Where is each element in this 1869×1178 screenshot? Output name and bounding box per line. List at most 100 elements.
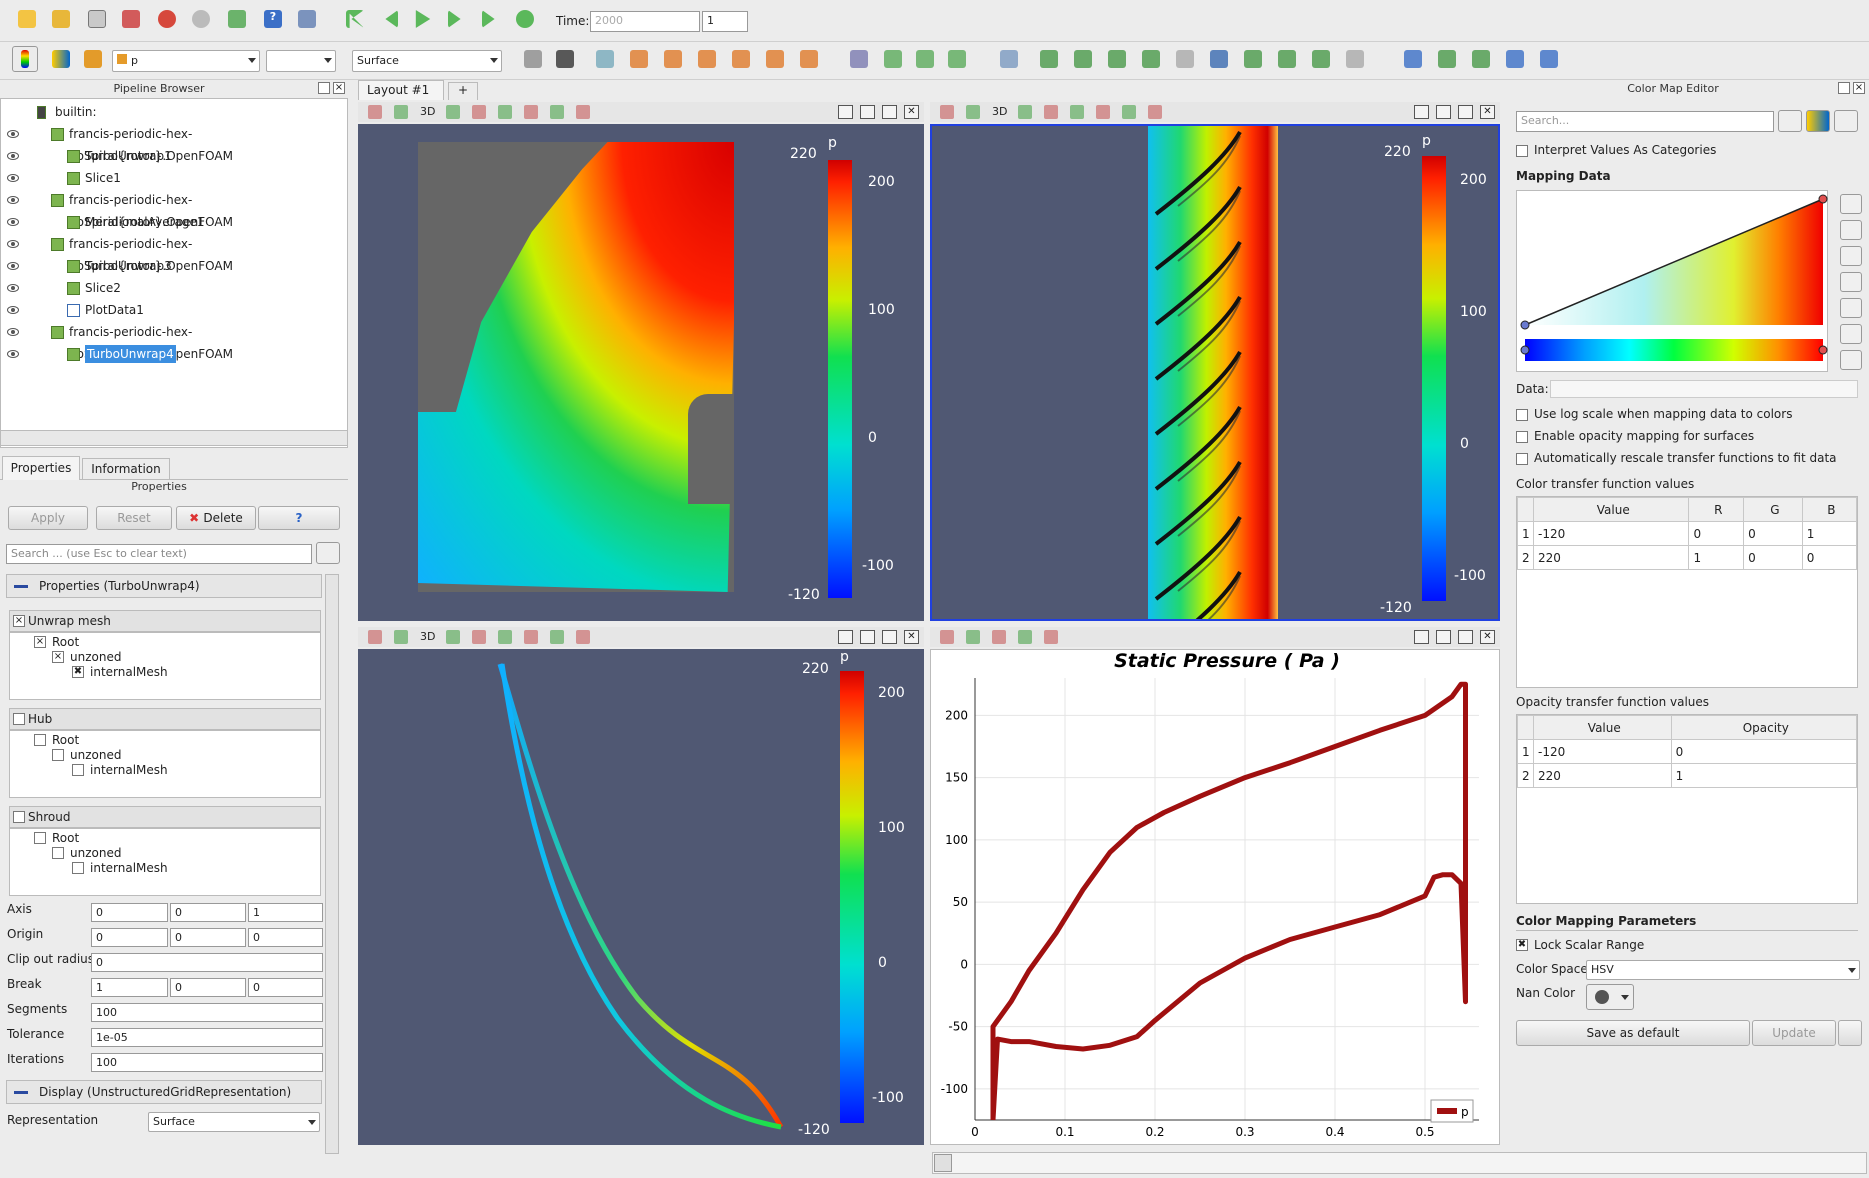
table-row[interactable]: 1 -120 0 (1517, 739, 1858, 764)
cme-save-icon[interactable] (1834, 110, 1858, 132)
render-view-slice[interactable]: 220 p 200 100 0 -100 -120 (358, 649, 924, 1145)
view-tool-icon[interactable] (446, 105, 460, 119)
toolbar-tool-icon[interactable] (592, 46, 618, 72)
visibility-eye-icon[interactable] (7, 328, 19, 336)
properties-search-input[interactable]: Search ... (use Esc to clear text) (6, 544, 312, 564)
ctf-table[interactable]: Value R G B 1 -120 0 0 1 2 220 1 0 0 (1517, 497, 1858, 570)
view-tool-icon[interactable] (524, 630, 538, 644)
toolbar-tool-icon[interactable] (1308, 46, 1334, 72)
view-tool-icon[interactable] (472, 630, 486, 644)
pipeline-item[interactable]: francis-periodic-hex-noSpiral{rotor}.Ope… (1, 233, 347, 273)
play-icon[interactable] (410, 6, 436, 32)
split-vertical-icon[interactable] (860, 105, 875, 119)
cme-preset-icon[interactable] (1806, 110, 1830, 132)
view-tool-icon[interactable] (1018, 630, 1032, 644)
edit-colormap-icon[interactable] (48, 46, 74, 72)
view-tool-icon[interactable] (1070, 105, 1084, 119)
pick-center-icon[interactable] (294, 6, 320, 32)
representation-dropdown[interactable]: Surface (148, 1112, 320, 1132)
toolbar-tool-icon[interactable] (1070, 46, 1096, 72)
view-tool-icon[interactable] (394, 630, 408, 644)
last-frame-icon[interactable] (478, 6, 504, 32)
toolbar-tool-icon[interactable] (912, 46, 938, 72)
pipeline-item[interactable]: MeridionalAverage1 (1, 211, 347, 233)
apply-button[interactable]: Apply (8, 506, 88, 530)
hub-checkbox[interactable] (13, 713, 25, 725)
opacity-mapping-checkbox[interactable] (1516, 431, 1528, 443)
close-view-icon[interactable]: ✕ (1480, 105, 1495, 119)
toolbar-tool-icon[interactable] (996, 46, 1022, 72)
toolbar-tool-icon[interactable] (1468, 46, 1494, 72)
toolbar-tool-icon[interactable] (1206, 46, 1232, 72)
view-tool-icon[interactable] (940, 630, 954, 644)
view-tool-icon[interactable] (368, 630, 382, 644)
interpret-categories-checkbox[interactable] (1516, 145, 1528, 157)
view-tool-icon[interactable] (524, 105, 538, 119)
table-row[interactable]: 2 220 1 0 0 (1517, 545, 1858, 570)
auto-update-icon[interactable] (1838, 1020, 1862, 1046)
update-button[interactable]: Update (1752, 1020, 1836, 1046)
view-tool-icon[interactable] (550, 630, 564, 644)
origin-y-field[interactable]: 0 (170, 928, 246, 947)
toolbar-tool-icon[interactable] (944, 46, 970, 72)
display-section-header[interactable]: Display (UnstructuredGridRepresentation) (6, 1080, 322, 1104)
visibility-eye-icon[interactable] (7, 174, 19, 182)
toolbar-tool-icon[interactable] (1240, 46, 1266, 72)
maximize-icon[interactable] (1458, 630, 1473, 644)
save-state-icon[interactable] (84, 6, 110, 32)
new-layout-button[interactable]: + (448, 82, 478, 100)
view-tool-icon[interactable] (1044, 630, 1058, 644)
view-tool-icon[interactable] (368, 105, 382, 119)
component-select[interactable] (266, 50, 336, 72)
hub-unzoned-checkbox[interactable] (52, 749, 64, 761)
pipeline-item[interactable]: TurboUnwrap1 (1, 145, 347, 167)
visibility-eye-icon[interactable] (7, 262, 19, 270)
segments-field[interactable]: 100 (91, 1003, 323, 1022)
view-tool-icon[interactable] (394, 105, 408, 119)
properties-scrollbar[interactable] (325, 574, 339, 1154)
toolbar-tool-icon[interactable] (694, 46, 720, 72)
first-frame-icon[interactable] (342, 6, 368, 32)
nan-color-button[interactable] (1586, 984, 1634, 1010)
shroud-root-checkbox[interactable] (34, 832, 46, 844)
rescale-data-icon[interactable] (1840, 298, 1862, 318)
toolbar-tool-icon[interactable] (1536, 46, 1562, 72)
break-y-field[interactable]: 0 (170, 978, 246, 997)
hub-root-checkbox[interactable] (34, 734, 46, 746)
color-legend-icon[interactable] (12, 46, 38, 72)
help-icon[interactable]: ? (260, 6, 286, 32)
rescale-range-icon[interactable] (80, 46, 106, 72)
split-horizontal-icon[interactable] (1414, 630, 1429, 644)
clip-radius-field[interactable]: 0 (91, 953, 323, 972)
break-x-field[interactable]: 1 (91, 978, 168, 997)
maximize-icon[interactable] (882, 630, 897, 644)
origin-x-field[interactable]: 0 (91, 928, 168, 947)
shroud-header[interactable]: Shroud (9, 806, 321, 828)
axis-z-field[interactable]: 1 (248, 903, 323, 922)
close-view-icon[interactable]: ✕ (904, 630, 919, 644)
toolbar-tool-icon[interactable] (796, 46, 822, 72)
view-tool-icon[interactable] (940, 105, 954, 119)
toolbar-tool-icon[interactable] (1342, 46, 1368, 72)
view-tool-icon[interactable] (1018, 105, 1032, 119)
auto-rescale-checkbox[interactable] (1516, 453, 1528, 465)
close-view-icon[interactable]: ✕ (1480, 630, 1495, 644)
visibility-eye-icon[interactable] (7, 284, 19, 292)
settings-icon[interactable] (1840, 350, 1862, 370)
pipeline-item[interactable]: TurboUnwrap3 (1, 255, 347, 277)
time-index-spinbox[interactable]: 1 (702, 11, 748, 32)
tab-properties[interactable]: Properties (2, 456, 80, 480)
delete-button[interactable]: ✖ Delete (176, 506, 256, 530)
view-tool-icon[interactable] (498, 105, 512, 119)
toolbar-tool-icon[interactable] (880, 46, 906, 72)
pipeline-item[interactable]: Slice1 (1, 167, 347, 189)
unwrap-mesh-header[interactable]: Unwrap mesh (9, 610, 321, 632)
view-tool-icon[interactable] (1044, 105, 1058, 119)
edit-advanced-icon[interactable] (1840, 324, 1862, 344)
tolerance-field[interactable]: 1e-05 (91, 1028, 323, 1047)
toggle-3d-button[interactable]: 3D (420, 105, 436, 118)
otf-table[interactable]: Value Opacity 1 -120 0 2 220 1 (1517, 715, 1858, 788)
tab-information[interactable]: Information (82, 458, 170, 480)
color-by-select[interactable]: p (112, 50, 260, 72)
pipeline-item[interactable]: TurboUnwrap4 (1, 343, 347, 365)
